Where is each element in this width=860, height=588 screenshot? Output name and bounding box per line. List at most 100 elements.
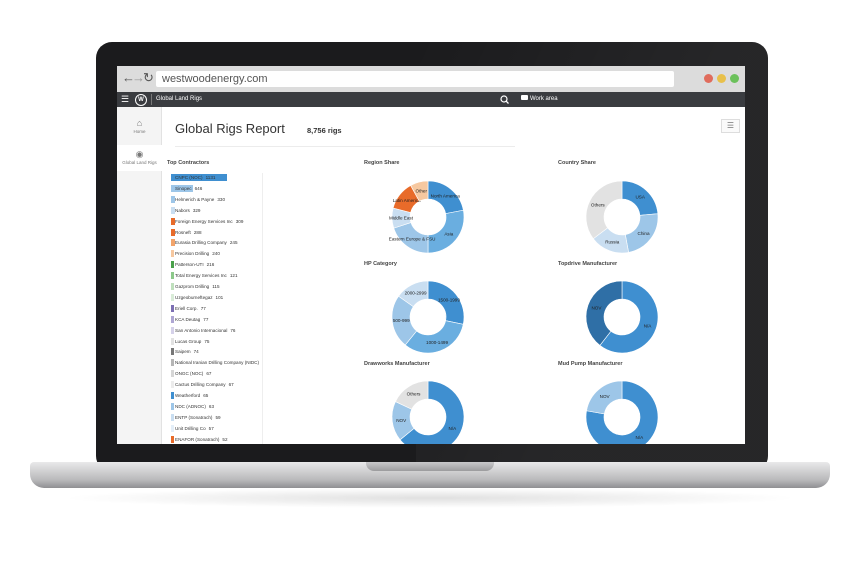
contractor-row[interactable]: Cactus Drilling Company 67	[171, 380, 262, 389]
mud-pump-manufacturer-title: Mud Pump Manufacturer	[558, 361, 623, 367]
menu-icon[interactable]: ☰	[121, 94, 130, 104]
top-contractors-list: CNPC (NOC) 1131 Sinopec 646 Helmerich & Payn…	[171, 173, 263, 444]
contractor-count: 115	[212, 284, 220, 289]
contractor-name: Nabors	[175, 207, 190, 213]
contractor-row[interactable]: Rosneft 288	[171, 228, 262, 237]
contractor-row[interactable]: Lucas Group 75	[171, 337, 262, 346]
reload-icon[interactable]: ↻	[143, 70, 154, 85]
contractor-count: 101	[215, 294, 224, 300]
contractor-row[interactable]: CNPC (NOC) 1131	[171, 173, 262, 182]
window-close-dot[interactable]	[704, 74, 713, 83]
donut-slice[interactable]	[399, 380, 465, 444]
contractor-label: Precision Drilling 240	[175, 250, 220, 257]
contractor-label: Sinopec 646	[175, 185, 202, 192]
donut-slice[interactable]	[586, 380, 623, 415]
search-icon[interactable]	[497, 93, 513, 106]
contractor-label: Uzgeoburneftegaz 101	[175, 294, 223, 301]
contractor-count: 70	[262, 360, 263, 365]
slice-label: N/A	[644, 323, 653, 328]
slice-label: Others	[407, 392, 421, 397]
contractor-count: 59	[215, 414, 221, 420]
slice-label: Others	[591, 202, 605, 207]
title-divider	[175, 146, 515, 147]
contractor-bar	[171, 206, 176, 214]
address-bar[interactable]: westwoodenergy.com	[156, 71, 674, 87]
options-menu-button[interactable]: ☰	[721, 119, 740, 133]
laptop-notch	[366, 462, 494, 471]
contractor-count: 646	[194, 185, 203, 191]
contractor-row[interactable]: National Iranian Drilling Company (NIDC)…	[171, 358, 263, 367]
forward-arrow-icon[interactable]: →	[132, 70, 145, 85]
slice-label: NOV	[591, 306, 602, 311]
contractor-bar	[171, 359, 174, 367]
contractor-row[interactable]: Precision Drilling 240	[171, 249, 262, 258]
contractor-row[interactable]: NDC (ADNOC) 63	[171, 402, 262, 411]
contractor-row[interactable]: Total Energy Services Inc 121	[171, 271, 262, 280]
slice-label: Other	[416, 188, 428, 193]
slice-label: 2000-2999	[405, 291, 427, 296]
contractor-label: Unit Drilling Co 57	[175, 425, 214, 432]
contractor-row[interactable]: Foreign Energy Services Inc 309	[171, 217, 262, 226]
contractor-bar	[171, 272, 174, 280]
donut-slice[interactable]	[404, 320, 464, 354]
contractor-row[interactable]: Saipem 74	[171, 347, 262, 356]
contractor-bar	[171, 195, 176, 203]
donut-slice[interactable]	[410, 180, 429, 202]
slice-label: China	[638, 231, 650, 236]
slice-label: 1500-1999	[438, 297, 460, 302]
contractor-row[interactable]: Unit Drilling Co 57	[171, 424, 262, 433]
work-area-button[interactable]: Work area	[521, 95, 558, 104]
slice-label: N/A	[449, 426, 458, 431]
contractor-bar	[171, 293, 174, 301]
contractor-row[interactable]: San Antonio Internacional 76	[171, 326, 262, 335]
contractor-row[interactable]: Eriell Corp. 77	[171, 304, 262, 313]
contractor-row[interactable]: Uzgeoburneftegaz 101	[171, 293, 262, 302]
contractor-label: Foreign Energy Services Inc 309	[175, 218, 243, 225]
contractor-row[interactable]: Patterson-UTI 216	[171, 260, 262, 269]
contractor-count: 63	[208, 403, 215, 409]
contractor-count: 240	[212, 251, 220, 257]
contractor-row[interactable]: Gazprom Drilling 115	[171, 282, 262, 291]
contractor-row[interactable]: Weatherford 65	[171, 391, 262, 400]
sidebar-item-home[interactable]: ⌂ Home	[117, 117, 162, 141]
contractor-count: 121	[229, 273, 238, 279]
contractor-bar	[171, 424, 174, 432]
contractor-count: 245	[229, 240, 238, 246]
slice-label: N/A	[636, 435, 645, 440]
contractor-bar	[171, 381, 174, 389]
slice-label: Russia	[605, 240, 619, 245]
window-minimize-dot[interactable]	[717, 74, 726, 83]
donut-slice[interactable]	[427, 280, 465, 325]
contractor-name: Lucas Group	[175, 338, 202, 344]
donut-slice[interactable]	[585, 180, 623, 240]
contractor-label: National Iranian Drilling Company (NIDC)…	[175, 359, 263, 366]
contractor-label: Gazprom Drilling 115	[175, 283, 220, 290]
donut-slice[interactable]	[585, 380, 659, 444]
contractor-count: 75	[204, 338, 210, 344]
laptop-shadow	[60, 488, 800, 508]
contractor-row[interactable]: Eurasia Drilling Company 245	[171, 238, 262, 247]
app-name: Global Land Rigs	[156, 96, 203, 102]
back-arrow-icon[interactable]: ←	[122, 70, 135, 85]
contractor-row[interactable]: KCA Deutag 77	[171, 315, 262, 324]
sidebar-item-global-land-rigs[interactable]: ◉ Global Land Rigs	[117, 145, 162, 171]
window-maximize-dot[interactable]	[730, 74, 739, 83]
donut-slice[interactable]	[398, 280, 429, 308]
contractor-row[interactable]: Sinopec 646	[171, 184, 262, 193]
home-icon: ⌂	[136, 118, 143, 128]
contractor-bar	[171, 283, 174, 290]
contractor-name: KCA Deutag	[175, 316, 201, 322]
donut-slice[interactable]	[395, 380, 429, 410]
contractor-row[interactable]: Helmerich & Payne 330	[171, 195, 262, 204]
country-share-chart: USA China Russia Others	[585, 180, 659, 254]
contractor-bar	[171, 435, 174, 443]
contractor-row[interactable]: ENTP (Sonatrach) 59	[171, 413, 262, 422]
contractor-row[interactable]: ENAFOR (Sonatrach) 52	[171, 435, 262, 444]
contractor-row[interactable]: Nabors 329	[171, 206, 262, 215]
contractor-row[interactable]: ONGC (NOC) 67	[171, 369, 262, 378]
donut-slice[interactable]	[585, 280, 623, 346]
left-sidebar: ⌂ Home ◉ Global Land Rigs	[117, 107, 162, 444]
contractor-name: San Antonio Internacional	[175, 327, 228, 333]
contractor-label: Helmerich & Payne 330	[175, 196, 225, 203]
donut-slice[interactable]	[599, 280, 659, 354]
